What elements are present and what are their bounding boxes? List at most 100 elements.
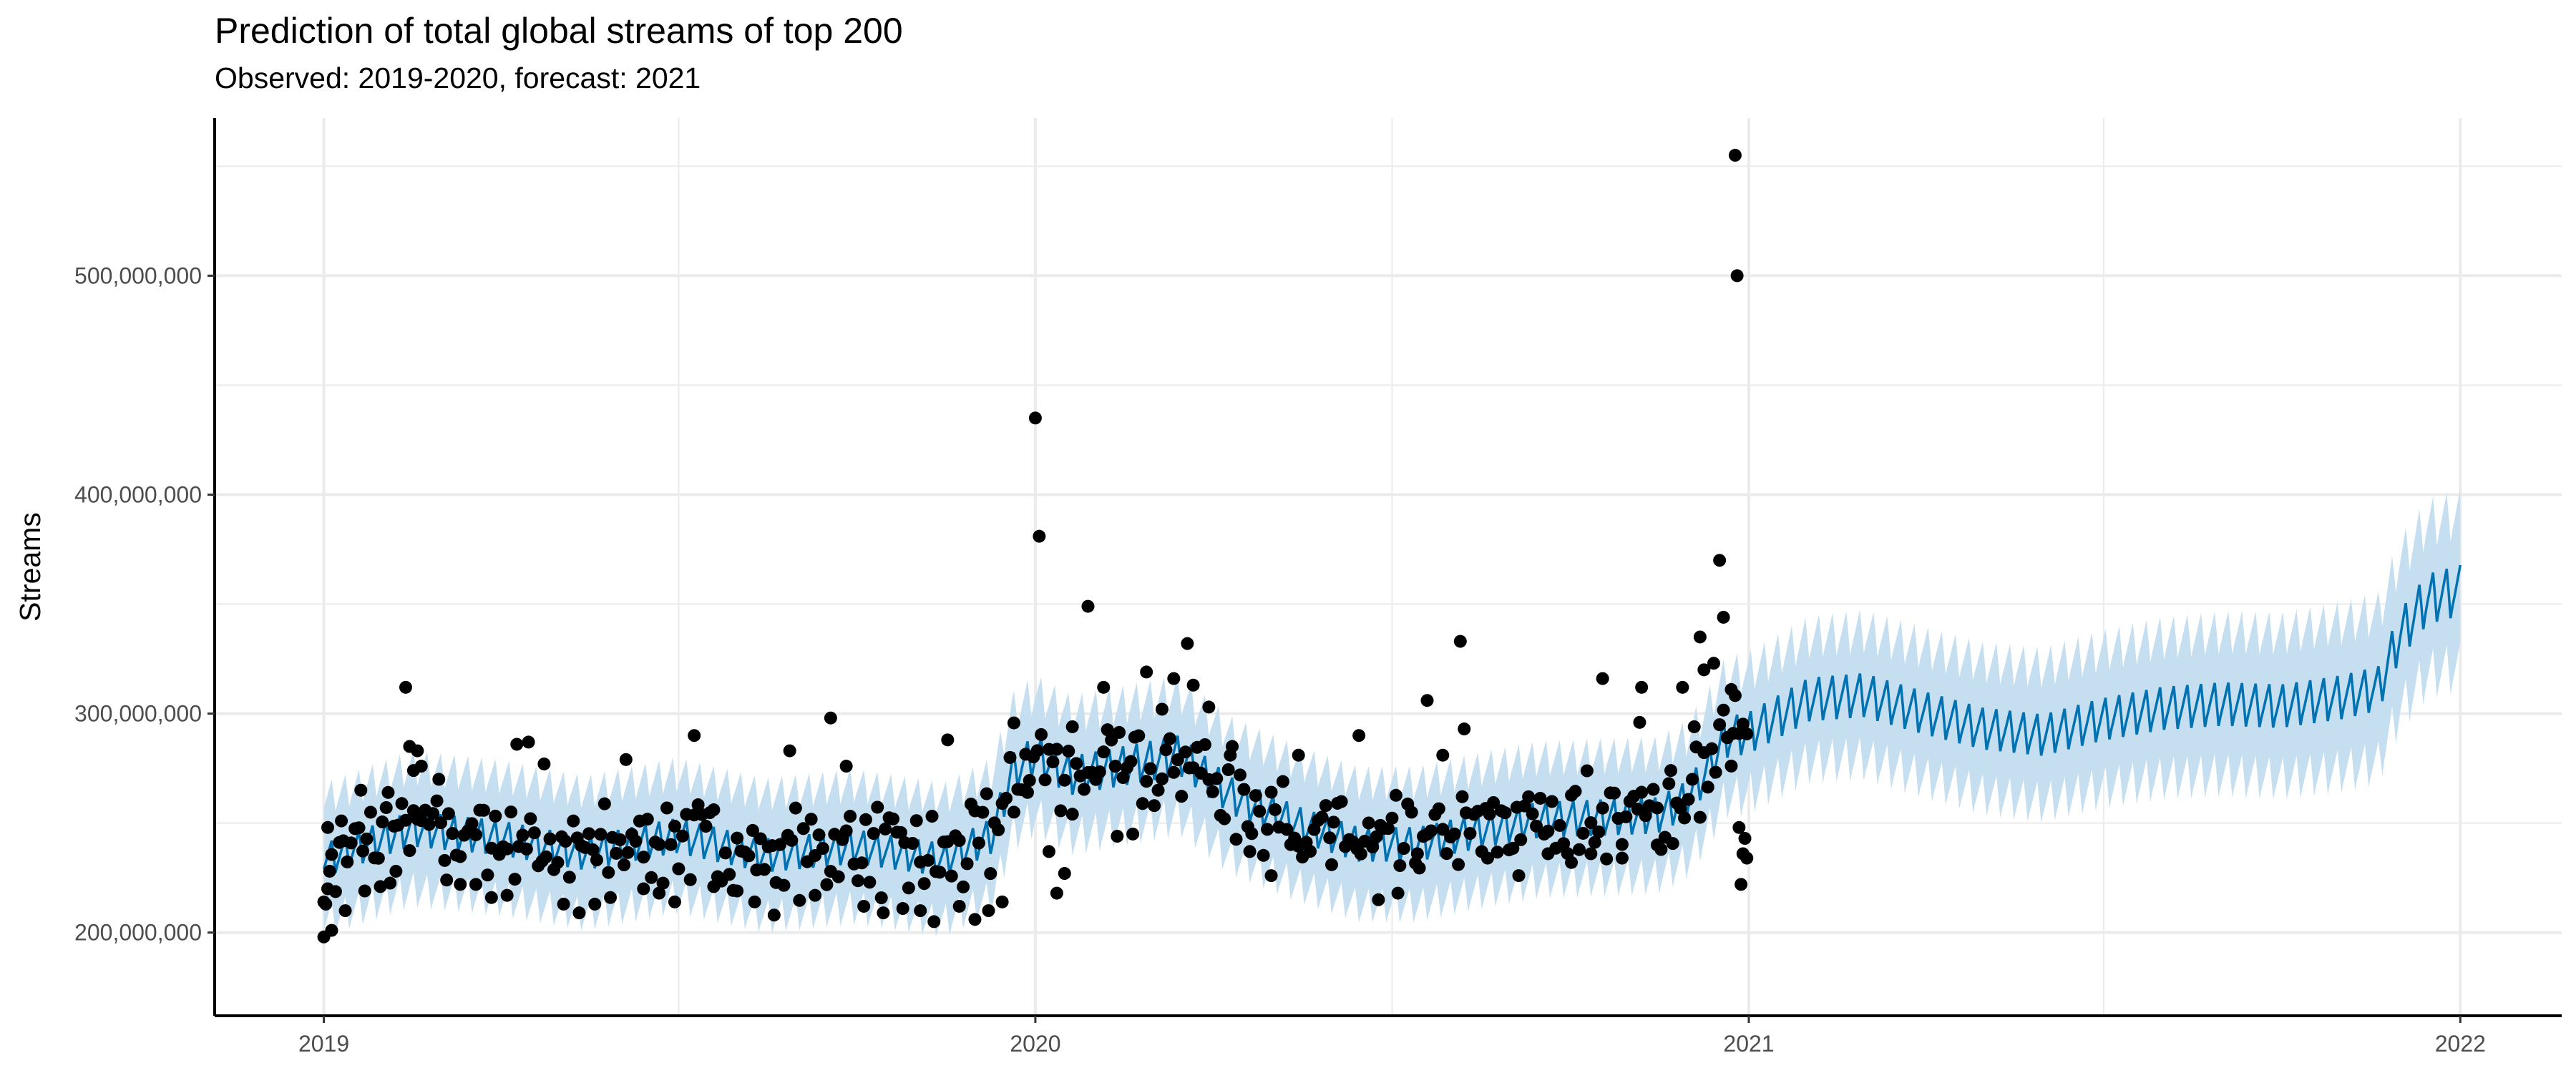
observed-point bbox=[1666, 837, 1679, 851]
observed-point bbox=[1050, 743, 1063, 756]
observed-point bbox=[699, 820, 713, 833]
observed-point bbox=[1455, 790, 1469, 803]
observed-point bbox=[602, 866, 615, 879]
observed-point bbox=[1693, 630, 1707, 644]
observed-point bbox=[668, 895, 681, 908]
observed-point bbox=[1015, 783, 1028, 797]
observed-point bbox=[371, 851, 385, 865]
observed-point bbox=[723, 868, 736, 881]
observed-point bbox=[1389, 788, 1402, 802]
observed-point bbox=[1140, 665, 1153, 679]
observed-point bbox=[1662, 777, 1676, 790]
observed-point bbox=[831, 870, 845, 883]
observed-point bbox=[656, 876, 670, 890]
observed-point bbox=[422, 818, 436, 831]
observed-point bbox=[543, 832, 557, 846]
observed-point bbox=[1533, 791, 1547, 805]
observed-point bbox=[1065, 720, 1079, 733]
observed-point bbox=[358, 884, 371, 898]
observed-point bbox=[1003, 750, 1017, 764]
observed-point bbox=[1081, 599, 1095, 613]
observed-point bbox=[1319, 799, 1332, 813]
observed-point bbox=[984, 867, 997, 881]
observed-point bbox=[516, 828, 530, 842]
observed-point bbox=[440, 873, 454, 887]
observed-point bbox=[1249, 789, 1262, 803]
observed-point bbox=[1315, 810, 1329, 824]
observed-point bbox=[1385, 811, 1399, 825]
observed-point bbox=[1097, 745, 1111, 759]
observed-point bbox=[1724, 759, 1738, 773]
observed-point bbox=[1261, 823, 1274, 836]
observed-point bbox=[1705, 742, 1719, 755]
observed-point bbox=[613, 833, 627, 846]
observed-point bbox=[1721, 731, 1735, 745]
observed-point bbox=[1682, 793, 1695, 806]
observed-point bbox=[877, 906, 890, 920]
observed-point bbox=[867, 827, 880, 841]
observed-point bbox=[540, 850, 553, 863]
observed-point bbox=[1151, 783, 1165, 797]
observed-point bbox=[597, 797, 611, 810]
observed-point bbox=[618, 858, 631, 872]
observed-point bbox=[972, 836, 985, 850]
observed-point bbox=[1738, 832, 1752, 846]
observed-point bbox=[1327, 815, 1340, 829]
observed-point bbox=[1276, 775, 1289, 788]
observed-point bbox=[637, 882, 650, 896]
observed-point bbox=[328, 885, 342, 898]
observed-point bbox=[414, 760, 428, 773]
observed-point bbox=[1458, 722, 1471, 736]
observed-point bbox=[590, 853, 603, 867]
observed-point bbox=[438, 853, 452, 867]
observed-point bbox=[1268, 803, 1282, 816]
observed-point bbox=[1352, 729, 1366, 743]
observed-point bbox=[859, 813, 872, 826]
observed-point bbox=[1159, 743, 1173, 757]
y-tick-label: 200,000,000 bbox=[74, 920, 202, 946]
observed-point bbox=[582, 827, 596, 841]
observed-point bbox=[562, 871, 576, 884]
observed-point bbox=[1237, 783, 1251, 796]
observed-point bbox=[746, 823, 759, 837]
observed-point bbox=[1233, 768, 1246, 782]
observed-point bbox=[354, 783, 368, 797]
observed-point bbox=[896, 902, 909, 916]
observed-point bbox=[1557, 837, 1571, 851]
observed-point bbox=[857, 899, 871, 913]
observed-point bbox=[1397, 842, 1410, 856]
x-tick-label: 2019 bbox=[298, 1031, 349, 1057]
observed-point bbox=[922, 853, 935, 867]
observed-point bbox=[1405, 805, 1418, 819]
observed-point bbox=[1452, 858, 1465, 871]
observed-point bbox=[742, 849, 756, 863]
observed-point bbox=[982, 904, 995, 918]
forecast-interval-band bbox=[323, 488, 2461, 937]
observed-point bbox=[1600, 852, 1614, 866]
observed-point bbox=[748, 895, 761, 908]
observed-point bbox=[1635, 785, 1649, 799]
observed-point bbox=[1732, 820, 1746, 834]
observed-point bbox=[1023, 774, 1036, 788]
observed-point bbox=[1143, 762, 1157, 775]
observed-point bbox=[1584, 847, 1598, 861]
observed-point bbox=[1740, 851, 1754, 865]
observed-point bbox=[796, 822, 810, 836]
observed-point bbox=[469, 878, 483, 891]
observed-point bbox=[1292, 748, 1305, 762]
observed-point bbox=[465, 817, 479, 831]
observed-point bbox=[871, 800, 884, 814]
observed-point bbox=[1713, 718, 1727, 732]
observed-point bbox=[1108, 760, 1122, 773]
observed-point bbox=[1654, 843, 1668, 856]
observed-point bbox=[933, 866, 947, 879]
y-tick-label: 300,000,000 bbox=[74, 701, 202, 727]
observed-point bbox=[588, 897, 602, 911]
observed-point bbox=[1664, 764, 1678, 778]
observed-point bbox=[1113, 725, 1126, 739]
observed-point bbox=[1007, 805, 1020, 819]
observed-point bbox=[1382, 822, 1395, 836]
observed-point bbox=[968, 913, 982, 926]
observed-point bbox=[894, 825, 907, 839]
